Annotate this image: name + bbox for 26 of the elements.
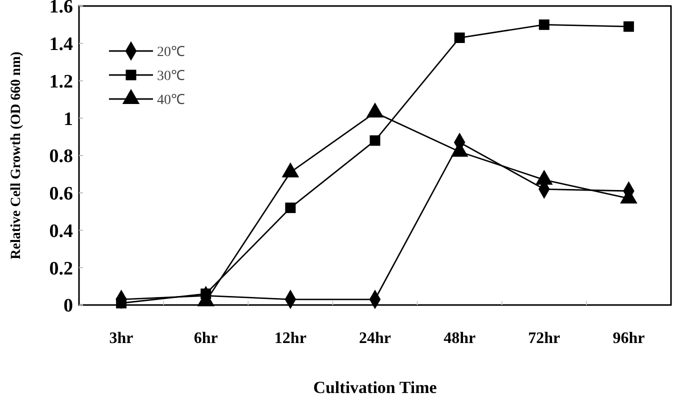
point — [370, 135, 380, 146]
point — [285, 202, 296, 214]
point — [623, 21, 634, 32]
y-tick-label: 1.6 — [49, 0, 73, 18]
y-axis-title: Relative Cell Growth (OD 660 nm) — [9, 51, 24, 260]
y-tick-label: 1 — [64, 108, 73, 130]
y-tick-label: 0.2 — [49, 258, 73, 280]
y-tick-label: 1.4 — [49, 34, 74, 56]
x-tick-label: 72hr — [528, 330, 560, 347]
legend-label: 20℃ — [157, 44, 185, 60]
x-tick-label: 6hr — [194, 330, 218, 347]
x-axis-title: Cultivation Time — [313, 378, 438, 397]
point — [538, 19, 550, 30]
x-tick-label: 48hr — [444, 330, 476, 347]
legend-label: 40℃ — [157, 92, 185, 108]
y-tick-label: 0.6 — [49, 184, 73, 205]
point — [454, 32, 465, 44]
x-tick-label: 3hr — [109, 330, 134, 347]
x-tick-label: 12hr — [274, 330, 306, 347]
x-tick-label: 96hr — [612, 330, 645, 347]
x-tick-label: 24hr — [359, 330, 391, 347]
y-tick-label: 0 — [64, 296, 73, 317]
y-tick-label: 1.2 — [49, 71, 73, 92]
y-tick-label: 0.8 — [49, 146, 73, 168]
y-tick-label: 0.4 — [49, 220, 74, 242]
legend-label: 30℃ — [157, 68, 185, 84]
